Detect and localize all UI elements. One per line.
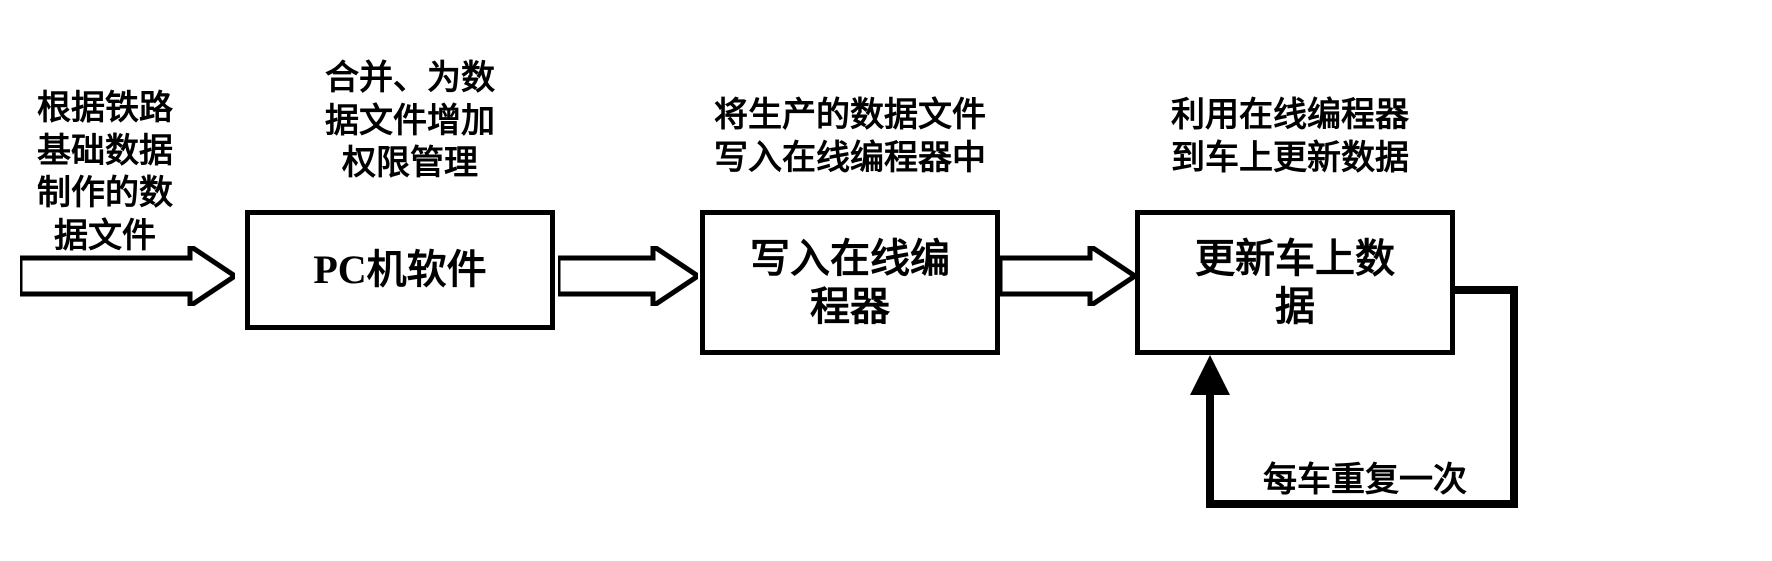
arrow-write-to-update — [1000, 246, 1135, 306]
merge-permission-label: 合并、为数 据文件增加 权限管理 — [305, 58, 515, 186]
loop-arrowhead-icon — [1190, 355, 1230, 395]
update-data-label: 利用在线编程器 到车上更新数据 — [1140, 95, 1440, 180]
loop-line-bottom — [1206, 500, 1518, 508]
loop-line-down — [1510, 286, 1518, 508]
input-data-label: 根据铁路 基础数据 制作的数 据文件 — [20, 88, 190, 258]
update-vehicle-box: 更新车上数 据 — [1135, 210, 1455, 355]
pc-software-box: PC机软件 — [245, 210, 555, 330]
pc-software-box-text: PC机软件 — [313, 246, 486, 294]
arrow-input-to-pc — [20, 246, 235, 306]
loop-line-right — [1455, 286, 1518, 294]
write-programmer-box: 写入在线编 程器 — [700, 210, 1000, 355]
loop-repeat-label: 每车重复一次 — [1240, 460, 1490, 503]
loop-line-up — [1206, 388, 1214, 508]
write-programmer-box-text: 写入在线编 程器 — [750, 235, 950, 331]
update-vehicle-box-text: 更新车上数 据 — [1195, 235, 1395, 331]
arrow-pc-to-write — [558, 246, 698, 306]
write-file-label: 将生产的数据文件 写入在线编程器中 — [690, 95, 1010, 180]
